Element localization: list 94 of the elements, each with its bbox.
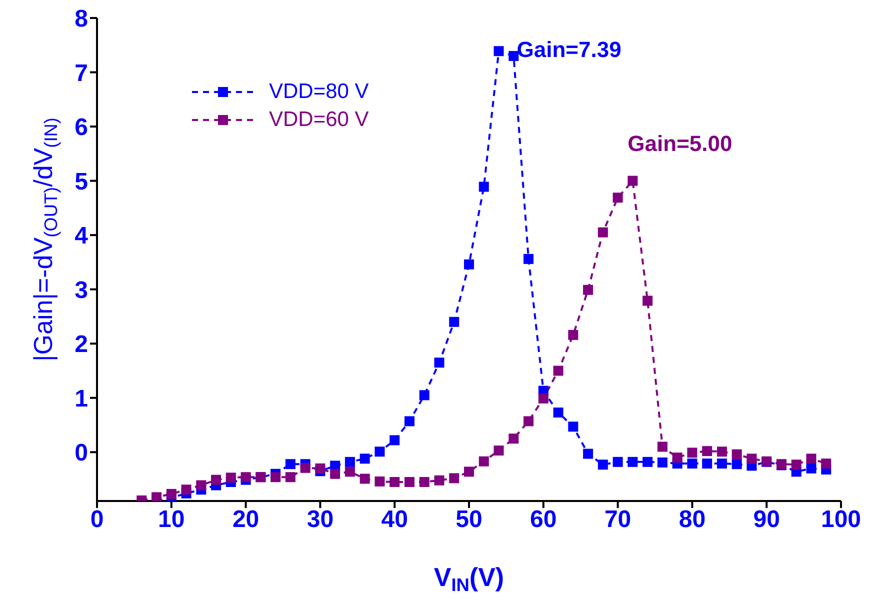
point [152,492,162,501]
y-tick-label: 0 [74,440,88,467]
point [300,462,310,473]
point [374,446,385,457]
point [791,460,802,470]
point [449,316,460,327]
point [434,475,444,486]
point [568,330,578,340]
point [524,416,534,426]
annotation: Gain=5.00 [628,130,732,156]
point [598,460,608,470]
point [344,456,355,467]
point [538,393,548,404]
point [628,176,638,186]
point [702,458,712,469]
x-axis-title: V$_{IN}$(V) [434,562,504,594]
point [553,366,564,376]
point [285,472,296,482]
point [672,452,682,463]
point [508,50,519,61]
x-tick-label: 80 [678,506,706,534]
y-tick-label: 4 [74,222,89,250]
y-tick-label: 6 [74,114,88,142]
point [226,472,236,483]
point [211,474,222,485]
point [716,446,727,457]
point [434,358,444,368]
x-tick-label: 50 [456,506,482,534]
y-tick-label: 7 [74,60,88,87]
point [687,458,698,469]
point [240,472,251,482]
point [315,463,326,474]
x-tick-label: 20 [232,506,260,534]
point [583,284,594,295]
point [657,457,668,468]
x-tick-label: 100 [820,506,862,534]
point [657,442,668,452]
point [732,459,742,470]
point [806,454,816,464]
point [494,446,504,456]
point [478,456,489,466]
point [746,454,757,464]
legend-label: VDD=60 V [269,108,369,132]
point [716,458,727,469]
y-tick-label: 3 [74,276,88,304]
point [404,477,414,488]
point [598,227,608,238]
point [628,456,638,467]
point [568,422,578,432]
y-tick-label: 1 [74,385,88,412]
y-tick-label: 2 [74,331,88,358]
point [390,435,400,446]
point [494,46,504,56]
point [583,448,594,459]
x-tick-label: 70 [604,506,632,534]
point [464,259,474,270]
point [806,463,816,474]
point [642,296,653,306]
point [419,477,430,488]
point [374,476,385,486]
point [464,466,474,477]
point [478,182,489,192]
point [702,446,712,456]
point [642,456,653,467]
y-tick-label: 8 [74,6,88,33]
point [612,192,623,203]
point [419,390,430,400]
point [330,468,340,479]
point [390,477,400,488]
x-tick-label: 90 [753,506,780,534]
point [360,454,370,464]
point [687,448,698,458]
point [821,458,832,469]
annotation: Gain=7.39 [516,37,622,62]
point [732,449,742,460]
point [270,472,281,482]
x-tick-label: 30 [306,506,334,534]
x-tick-label: 10 [158,506,185,534]
point [524,254,534,264]
point [360,474,370,484]
point [344,466,355,477]
point [196,480,206,490]
y-tick-label: 5 [74,168,88,196]
point [449,473,460,484]
point [508,434,519,444]
x-tick-label: 60 [530,506,557,534]
point [181,484,192,495]
point [553,408,564,418]
point [404,416,414,426]
x-tick-label: 40 [381,506,408,534]
point [166,488,176,499]
legend-label: VDD=80 V [269,80,369,104]
point [612,456,623,467]
point [285,459,296,470]
